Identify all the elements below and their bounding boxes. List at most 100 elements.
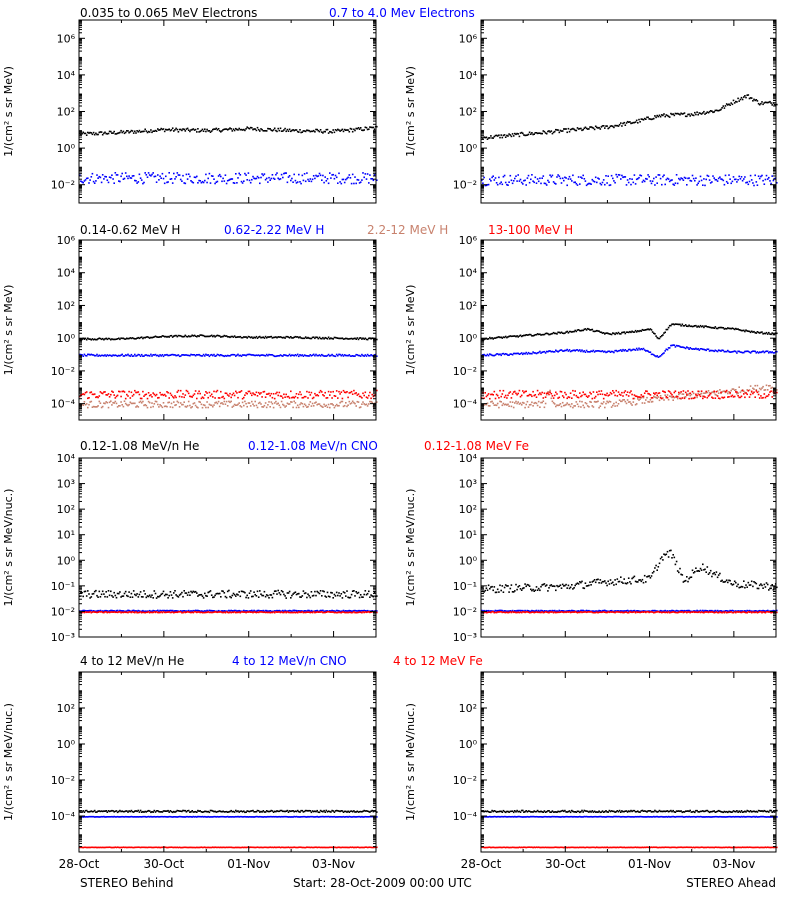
data-point bbox=[624, 390, 627, 392]
data-point bbox=[308, 611, 310, 613]
data-point bbox=[197, 609, 199, 612]
data-point bbox=[115, 133, 118, 135]
data-point bbox=[519, 334, 522, 337]
data-point bbox=[256, 175, 259, 178]
data-point bbox=[204, 394, 206, 396]
data-point bbox=[520, 181, 523, 184]
data-point bbox=[498, 353, 500, 356]
data-point bbox=[728, 350, 730, 353]
data-point bbox=[531, 352, 533, 355]
data-point bbox=[148, 609, 151, 612]
data-point bbox=[143, 336, 145, 339]
data-point bbox=[729, 391, 731, 394]
data-point bbox=[346, 405, 348, 408]
data-point bbox=[723, 328, 726, 330]
y-tick-label: 10⁻² bbox=[51, 605, 75, 618]
data-point bbox=[482, 182, 484, 184]
data-point bbox=[277, 394, 279, 397]
data-point bbox=[703, 110, 705, 113]
data-point bbox=[502, 352, 505, 355]
data-point bbox=[490, 586, 492, 588]
data-point bbox=[527, 334, 530, 336]
data-point bbox=[353, 389, 355, 392]
data-point bbox=[728, 396, 730, 398]
data-point bbox=[130, 129, 133, 132]
data-point bbox=[351, 610, 354, 612]
data-point bbox=[264, 402, 267, 404]
data-point bbox=[326, 128, 329, 131]
data-point bbox=[92, 180, 95, 183]
data-point bbox=[530, 352, 532, 355]
data-point bbox=[620, 349, 622, 351]
data-point bbox=[296, 353, 299, 356]
data-point bbox=[608, 394, 611, 396]
data-point bbox=[753, 330, 755, 333]
data-point bbox=[709, 182, 712, 184]
data-point bbox=[567, 332, 570, 334]
data-point bbox=[300, 354, 302, 357]
data-point bbox=[495, 353, 498, 355]
data-point bbox=[137, 611, 140, 614]
data-point bbox=[291, 611, 293, 614]
data-point bbox=[737, 179, 739, 181]
data-point bbox=[326, 338, 329, 340]
data-point bbox=[634, 183, 637, 185]
data-point bbox=[201, 180, 204, 183]
data-point bbox=[251, 127, 253, 129]
data-point bbox=[326, 406, 329, 408]
data-point bbox=[347, 338, 349, 340]
data-point bbox=[564, 332, 566, 334]
data-point bbox=[672, 323, 674, 325]
data-point bbox=[201, 355, 204, 357]
data-point bbox=[581, 177, 583, 179]
data-point bbox=[89, 391, 91, 394]
data-point bbox=[150, 175, 152, 177]
data-point bbox=[238, 611, 240, 613]
data-point bbox=[771, 332, 773, 334]
data-point bbox=[104, 131, 106, 134]
data-point bbox=[502, 591, 505, 593]
data-point bbox=[295, 354, 298, 357]
data-point bbox=[128, 390, 130, 393]
data-point bbox=[255, 335, 258, 338]
y-tick-label: 10⁶ bbox=[57, 234, 76, 247]
data-point bbox=[138, 129, 141, 132]
data-point bbox=[695, 113, 697, 116]
data-point bbox=[218, 354, 221, 357]
data-point bbox=[549, 333, 551, 336]
data-point bbox=[764, 101, 767, 104]
data-point bbox=[771, 396, 773, 398]
data-point bbox=[670, 344, 672, 347]
data-point bbox=[692, 114, 695, 117]
data-point bbox=[606, 125, 608, 127]
series-blue-2 bbox=[481, 344, 778, 358]
data-point bbox=[93, 133, 96, 136]
data-point bbox=[648, 393, 650, 395]
data-point bbox=[325, 397, 328, 399]
data-point bbox=[624, 332, 627, 335]
data-point bbox=[597, 400, 599, 403]
data-point bbox=[572, 389, 574, 392]
data-point bbox=[662, 352, 664, 355]
data-point bbox=[571, 397, 573, 399]
data-point bbox=[680, 112, 682, 115]
data-point bbox=[631, 393, 633, 396]
data-point bbox=[194, 404, 197, 407]
data-point bbox=[118, 132, 120, 134]
data-point bbox=[267, 181, 269, 183]
data-point bbox=[155, 130, 158, 132]
data-point bbox=[176, 335, 179, 338]
data-point bbox=[143, 610, 145, 613]
data-point bbox=[506, 397, 508, 399]
data-point bbox=[244, 591, 246, 594]
data-point bbox=[324, 130, 326, 133]
data-point bbox=[499, 584, 501, 587]
data-point bbox=[228, 179, 230, 181]
data-point bbox=[599, 331, 602, 333]
data-point bbox=[273, 336, 276, 339]
data-point bbox=[169, 354, 172, 356]
data-point bbox=[146, 176, 149, 178]
data-point bbox=[591, 405, 594, 407]
data-point bbox=[152, 172, 154, 174]
data-point bbox=[198, 611, 200, 613]
